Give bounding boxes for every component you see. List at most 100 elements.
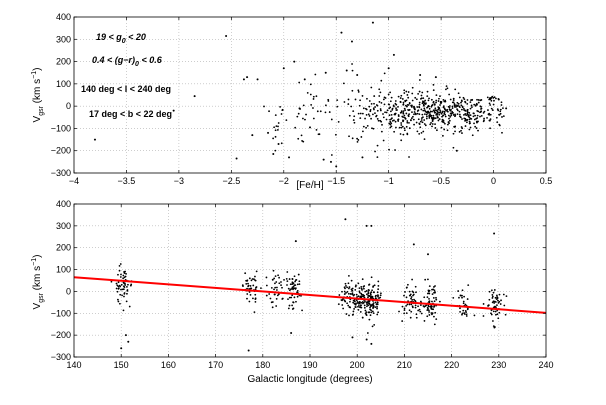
data-point bbox=[496, 297, 499, 300]
data-point bbox=[122, 309, 125, 312]
data-point bbox=[486, 116, 488, 119]
data-point bbox=[489, 119, 491, 122]
data-point bbox=[246, 76, 249, 79]
data-point bbox=[473, 112, 475, 115]
data-point bbox=[293, 60, 296, 63]
data-point bbox=[363, 287, 365, 290]
data-point bbox=[373, 102, 375, 105]
data-point bbox=[279, 106, 282, 108]
data-point bbox=[290, 331, 293, 334]
data-point bbox=[476, 109, 479, 112]
data-point bbox=[347, 274, 350, 277]
y-tick-label: 400 bbox=[56, 12, 71, 22]
data-point bbox=[372, 286, 374, 288]
data-point bbox=[372, 127, 375, 130]
data-point bbox=[419, 120, 422, 123]
data-point bbox=[371, 325, 374, 328]
data-point bbox=[423, 109, 426, 112]
data-point bbox=[376, 313, 379, 316]
data-point bbox=[419, 126, 422, 129]
data-point bbox=[362, 130, 364, 133]
data-point bbox=[446, 129, 449, 132]
data-point bbox=[431, 110, 433, 113]
data-point bbox=[465, 315, 468, 317]
y-tick-label: 400 bbox=[56, 199, 71, 209]
data-point bbox=[433, 300, 436, 303]
data-point bbox=[483, 119, 485, 122]
data-point bbox=[390, 113, 393, 116]
data-point bbox=[278, 276, 280, 279]
data-point bbox=[118, 264, 121, 267]
x-tick-label: 230 bbox=[491, 360, 506, 370]
data-point bbox=[315, 128, 318, 131]
data-point bbox=[273, 293, 276, 296]
data-point bbox=[406, 120, 409, 122]
data-point bbox=[300, 134, 303, 137]
data-point bbox=[502, 107, 504, 109]
data-point bbox=[361, 95, 364, 97]
data-point bbox=[422, 116, 424, 119]
data-point bbox=[417, 109, 420, 112]
data-point bbox=[400, 111, 403, 114]
data-point bbox=[403, 116, 406, 119]
data-point bbox=[420, 97, 423, 100]
x-tick-label: 170 bbox=[208, 360, 223, 370]
data-point bbox=[325, 104, 327, 107]
data-point bbox=[466, 108, 469, 111]
data-point bbox=[377, 295, 379, 298]
data-point bbox=[244, 272, 247, 275]
data-point bbox=[499, 303, 502, 305]
data-point bbox=[442, 98, 445, 101]
data-point bbox=[452, 101, 455, 104]
data-point bbox=[272, 153, 275, 156]
data-point bbox=[358, 104, 361, 107]
data-point bbox=[376, 109, 379, 112]
data-point bbox=[294, 126, 297, 129]
data-point bbox=[424, 305, 427, 308]
data-point bbox=[256, 78, 259, 81]
data-point bbox=[493, 99, 495, 102]
data-point bbox=[125, 273, 127, 275]
data-point bbox=[405, 312, 408, 315]
data-point bbox=[492, 320, 494, 322]
data-point bbox=[346, 290, 349, 293]
data-point bbox=[357, 112, 360, 115]
data-point bbox=[353, 293, 356, 296]
data-point bbox=[251, 134, 254, 137]
data-point bbox=[469, 101, 472, 104]
data-point bbox=[123, 272, 126, 274]
data-point bbox=[496, 313, 499, 316]
data-point bbox=[500, 299, 502, 302]
data-point bbox=[280, 284, 282, 287]
data-point bbox=[357, 89, 360, 92]
top-xticks: −4 −3.5 −3 −2.5 −2 −1.5 −1 −0.5 0 0.5 bbox=[69, 17, 552, 186]
data-point bbox=[458, 106, 461, 109]
data-point bbox=[287, 307, 290, 310]
data-point bbox=[391, 117, 393, 120]
data-point bbox=[120, 273, 122, 276]
data-point bbox=[462, 309, 465, 312]
data-point bbox=[426, 296, 429, 299]
bottom-frame bbox=[73, 203, 547, 358]
data-point bbox=[123, 295, 125, 298]
data-point bbox=[414, 112, 417, 115]
data-point bbox=[252, 297, 254, 300]
data-point bbox=[402, 133, 405, 136]
data-point bbox=[312, 117, 315, 120]
data-point bbox=[397, 115, 400, 118]
data-point bbox=[438, 113, 441, 116]
data-point bbox=[490, 99, 493, 102]
data-point bbox=[402, 110, 405, 112]
data-point bbox=[303, 78, 306, 81]
data-point bbox=[460, 129, 462, 132]
data-point bbox=[382, 139, 385, 142]
data-point bbox=[500, 104, 503, 106]
y-tick-label: −200 bbox=[51, 146, 71, 156]
data-point bbox=[403, 294, 405, 297]
data-point bbox=[268, 110, 270, 113]
data-point bbox=[248, 300, 251, 303]
data-point bbox=[288, 304, 291, 307]
data-point bbox=[421, 91, 424, 94]
data-point bbox=[403, 307, 406, 310]
data-point bbox=[411, 99, 414, 102]
